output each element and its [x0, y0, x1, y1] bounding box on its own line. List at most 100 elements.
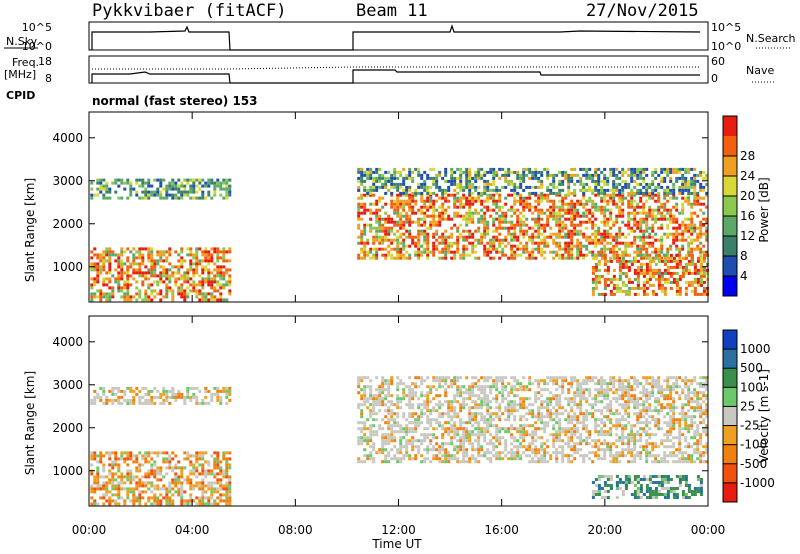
- heatmap-cell: [552, 176, 556, 180]
- heatmap-cell: [189, 265, 193, 269]
- heatmap-cell: [147, 398, 151, 402]
- heatmap-cell: [96, 295, 100, 299]
- heatmap-cell: [597, 229, 601, 233]
- heatmap-cell: [141, 496, 145, 500]
- heatmap-cell: [120, 178, 124, 182]
- heatmap-cell: [93, 262, 97, 266]
- heatmap-cell: [192, 262, 196, 266]
- heatmap-cell: [615, 217, 619, 221]
- heatmap-cell: [492, 182, 496, 186]
- heatmap-cell: [570, 382, 574, 386]
- heatmap-cell: [543, 193, 547, 197]
- heatmap-cell: [426, 241, 430, 245]
- heatmap-cell: [165, 274, 169, 278]
- heatmap-cell: [516, 193, 520, 197]
- heatmap-cell: [594, 241, 598, 245]
- heatmap-cell: [513, 226, 517, 230]
- heatmap-cell: [468, 397, 472, 401]
- heatmap-cell: [621, 167, 625, 171]
- heatmap-cell: [537, 436, 541, 440]
- heatmap-cell: [144, 472, 148, 476]
- heatmap-cell: [381, 253, 385, 257]
- heatmap-cell: [615, 238, 619, 242]
- heatmap-cell: [225, 490, 229, 494]
- heatmap-cell: [411, 415, 415, 419]
- heatmap-cell: [375, 211, 379, 215]
- heatmap-cell: [429, 193, 433, 197]
- heatmap-cell: [699, 256, 703, 260]
- heatmap-cell: [189, 268, 193, 272]
- heatmap-cell: [639, 199, 643, 203]
- heatmap-cell: [453, 436, 457, 440]
- heatmap-cell: [396, 451, 400, 455]
- heatmap-cell: [525, 412, 529, 416]
- heatmap-cell: [177, 253, 181, 257]
- heatmap-cell: [684, 167, 688, 171]
- heatmap-cell: [441, 256, 445, 260]
- heatmap-cell: [555, 220, 559, 224]
- heatmap-cell: [111, 451, 115, 455]
- heatmap-cell: [405, 427, 409, 431]
- heatmap-cell: [444, 421, 448, 425]
- heatmap-cell: [537, 226, 541, 230]
- heatmap-cell: [474, 385, 478, 389]
- heatmap-cell: [681, 188, 685, 192]
- heatmap-cell: [516, 235, 520, 239]
- heatmap-cell: [441, 191, 445, 195]
- heatmap-cell: [519, 182, 523, 186]
- heatmap-cell: [636, 188, 640, 192]
- heatmap-cell: [534, 433, 538, 437]
- heatmap-cell: [681, 208, 685, 212]
- heatmap-cell: [618, 211, 622, 215]
- heatmap-cell: [375, 400, 379, 404]
- heatmap-cell: [603, 247, 607, 251]
- heatmap-cell: [366, 454, 370, 458]
- heatmap-cell: [360, 196, 364, 200]
- heatmap-cell: [432, 167, 436, 171]
- heatmap-cell: [186, 392, 190, 396]
- heatmap-cell: [669, 265, 673, 269]
- heatmap-cell: [168, 280, 172, 284]
- heatmap-cell: [432, 235, 436, 239]
- heatmap-cell: [177, 289, 181, 293]
- heatmap-cell: [645, 191, 649, 195]
- heatmap-cell: [660, 205, 664, 209]
- heatmap-cell: [429, 391, 433, 395]
- heatmap-cell: [366, 418, 370, 422]
- heatmap-cell: [615, 193, 619, 197]
- heatmap-cell: [426, 427, 430, 431]
- heatmap-cell: [603, 244, 607, 248]
- heatmap-cell: [558, 256, 562, 260]
- heatmap-cell: [657, 191, 661, 195]
- heatmap-cell: [615, 259, 619, 263]
- heatmap-cell: [486, 394, 490, 398]
- heatmap-cell: [555, 193, 559, 197]
- heatmap-cell: [687, 280, 691, 284]
- heatmap-cell: [423, 439, 427, 443]
- heatmap-cell: [465, 238, 469, 242]
- heatmap-cell: [681, 202, 685, 206]
- heatmap-cell: [690, 167, 694, 171]
- heatmap-cell: [153, 475, 157, 479]
- heatmap-cell: [612, 244, 616, 248]
- heatmap-cell: [687, 185, 691, 189]
- heatmap-cell: [462, 244, 466, 248]
- heatmap-cell: [174, 193, 178, 197]
- heatmap-cell: [177, 475, 181, 479]
- heatmap-cell: [471, 412, 475, 416]
- heatmap-cell: [507, 415, 511, 419]
- heatmap-cell: [675, 277, 679, 281]
- heatmap-cell: [225, 386, 229, 390]
- heatmap-cell: [156, 292, 160, 296]
- heatmap-cell: [468, 409, 472, 413]
- heatmap-cell: [702, 289, 706, 293]
- heatmap-cell: [474, 418, 478, 422]
- heatmap-cell: [660, 179, 664, 183]
- heatmap-cell: [600, 170, 604, 174]
- heatmap-cell: [465, 235, 469, 239]
- heatmap-cell: [480, 232, 484, 236]
- heatmap-cell: [357, 439, 361, 443]
- heatmap-cell: [117, 395, 121, 399]
- heatmap-cell: [537, 418, 541, 422]
- heatmap-cell: [594, 217, 598, 221]
